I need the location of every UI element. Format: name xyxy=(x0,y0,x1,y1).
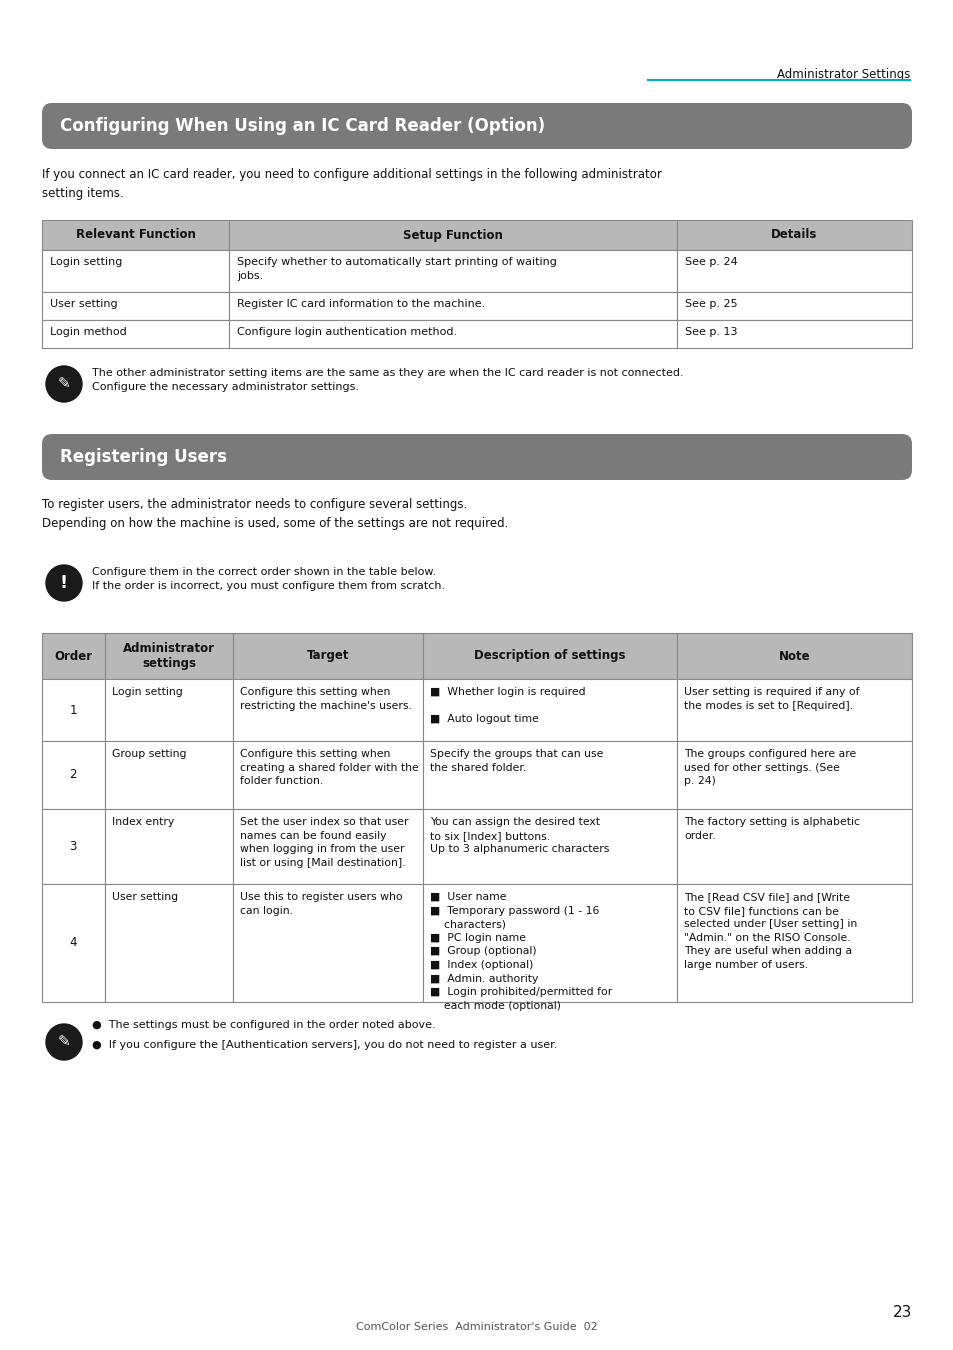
Circle shape xyxy=(46,566,82,601)
Bar xyxy=(229,220,677,250)
Bar xyxy=(42,220,229,250)
Text: See p. 25: See p. 25 xyxy=(684,298,737,309)
Text: Order: Order xyxy=(54,649,92,663)
Text: The factory setting is alphabetic
order.: The factory setting is alphabetic order. xyxy=(683,817,860,841)
Text: ●  If you configure the [Authentication servers], you do not need to register a : ● If you configure the [Authentication s… xyxy=(91,1040,557,1050)
Bar xyxy=(422,809,677,884)
Text: 1: 1 xyxy=(70,703,77,717)
Bar xyxy=(229,320,677,348)
Bar xyxy=(677,633,911,679)
Bar xyxy=(233,633,422,679)
Bar xyxy=(677,250,911,292)
Text: Configure them in the correct order shown in the table below.
If the order is in: Configure them in the correct order show… xyxy=(91,567,445,591)
Text: ComColor Series  Administrator's Guide  02: ComColor Series Administrator's Guide 02 xyxy=(355,1322,598,1332)
Bar xyxy=(677,884,911,1002)
Bar xyxy=(677,679,911,741)
Text: Login setting: Login setting xyxy=(112,687,182,697)
Text: Login method: Login method xyxy=(50,327,127,338)
Text: Configure this setting when
restricting the machine's users.: Configure this setting when restricting … xyxy=(240,687,412,710)
Text: ✎: ✎ xyxy=(57,1034,71,1049)
Bar xyxy=(677,741,911,809)
Text: Administrator
settings: Administrator settings xyxy=(123,641,214,671)
FancyBboxPatch shape xyxy=(42,433,911,481)
Bar xyxy=(42,741,105,809)
Bar xyxy=(42,809,105,884)
Text: Configuring When Using an IC Card Reader (Option): Configuring When Using an IC Card Reader… xyxy=(60,117,544,135)
Text: The [Read CSV file] and [Write
to CSV file] functions can be
selected under [Use: The [Read CSV file] and [Write to CSV fi… xyxy=(683,892,857,971)
Text: 4: 4 xyxy=(70,937,77,949)
Text: Specify the groups that can use
the shared folder.: Specify the groups that can use the shar… xyxy=(430,749,603,772)
Text: The other administrator setting items are the same as they are when the IC card : The other administrator setting items ar… xyxy=(91,369,683,393)
Text: Use this to register users who
can login.: Use this to register users who can login… xyxy=(240,892,402,915)
Text: 23: 23 xyxy=(892,1305,911,1320)
Text: Description of settings: Description of settings xyxy=(474,649,625,663)
Text: ■  Whether login is required

■  Auto logout time: ■ Whether login is required ■ Auto logou… xyxy=(430,687,585,724)
Bar xyxy=(105,884,233,1002)
Text: 3: 3 xyxy=(70,840,77,853)
Text: Group setting: Group setting xyxy=(112,749,186,759)
Bar xyxy=(105,809,233,884)
Text: Configure login authentication method.: Configure login authentication method. xyxy=(236,327,456,338)
Bar xyxy=(233,741,422,809)
Text: 2: 2 xyxy=(70,768,77,782)
Text: You can assign the desired text
to six [Index] buttons.
Up to 3 alphanumeric cha: You can assign the desired text to six [… xyxy=(430,817,609,855)
Bar xyxy=(229,292,677,320)
Bar xyxy=(677,320,911,348)
Text: Setup Function: Setup Function xyxy=(403,228,502,242)
Text: Relevant Function: Relevant Function xyxy=(75,228,195,242)
Bar xyxy=(42,633,105,679)
Bar xyxy=(42,250,229,292)
Bar xyxy=(677,220,911,250)
Bar xyxy=(229,250,677,292)
Bar xyxy=(677,292,911,320)
Text: The groups configured here are
used for other settings. (See
p. 24): The groups configured here are used for … xyxy=(683,749,856,786)
Text: See p. 24: See p. 24 xyxy=(684,256,737,267)
Circle shape xyxy=(46,1025,82,1060)
Bar xyxy=(42,679,105,741)
Bar xyxy=(105,741,233,809)
Text: Register IC card information to the machine.: Register IC card information to the mach… xyxy=(236,298,485,309)
Text: User setting: User setting xyxy=(50,298,117,309)
Bar xyxy=(422,679,677,741)
Bar xyxy=(677,809,911,884)
Circle shape xyxy=(46,366,82,402)
Bar xyxy=(233,809,422,884)
Bar xyxy=(42,292,229,320)
Bar xyxy=(105,679,233,741)
Text: ✎: ✎ xyxy=(57,377,71,392)
Text: ●  The settings must be configured in the order noted above.: ● The settings must be configured in the… xyxy=(91,1021,436,1030)
Text: Registering Users: Registering Users xyxy=(60,448,227,466)
Text: Specify whether to automatically start printing of waiting
jobs.: Specify whether to automatically start p… xyxy=(236,256,557,281)
Text: Administrator Settings: Administrator Settings xyxy=(776,68,909,81)
Text: Note: Note xyxy=(778,649,809,663)
Text: !: ! xyxy=(60,574,68,593)
Text: Configure this setting when
creating a shared folder with the
folder function.: Configure this setting when creating a s… xyxy=(240,749,418,786)
Bar xyxy=(42,884,105,1002)
Text: Set the user index so that user
names can be found easily
when logging in from t: Set the user index so that user names ca… xyxy=(240,817,409,868)
FancyBboxPatch shape xyxy=(42,103,911,148)
Text: Index entry: Index entry xyxy=(112,817,173,828)
Text: Target: Target xyxy=(307,649,349,663)
Text: To register users, the administrator needs to configure several settings.
Depend: To register users, the administrator nee… xyxy=(42,498,508,529)
Bar xyxy=(422,633,677,679)
Text: See p. 13: See p. 13 xyxy=(684,327,737,338)
Bar xyxy=(422,741,677,809)
Bar xyxy=(422,884,677,1002)
Bar xyxy=(233,884,422,1002)
Text: Login setting: Login setting xyxy=(50,256,122,267)
Text: If you connect an IC card reader, you need to configure additional settings in t: If you connect an IC card reader, you ne… xyxy=(42,167,661,200)
Bar xyxy=(233,679,422,741)
Text: Details: Details xyxy=(771,228,817,242)
Bar xyxy=(105,633,233,679)
Text: User setting: User setting xyxy=(112,892,177,902)
Bar xyxy=(42,320,229,348)
Text: ■  User name
■  Temporary password (1 - 16
    characters)
■  PC login name
■  G: ■ User name ■ Temporary password (1 - 16… xyxy=(430,892,612,1011)
Text: User setting is required if any of
the modes is set to [Required].: User setting is required if any of the m… xyxy=(683,687,859,710)
